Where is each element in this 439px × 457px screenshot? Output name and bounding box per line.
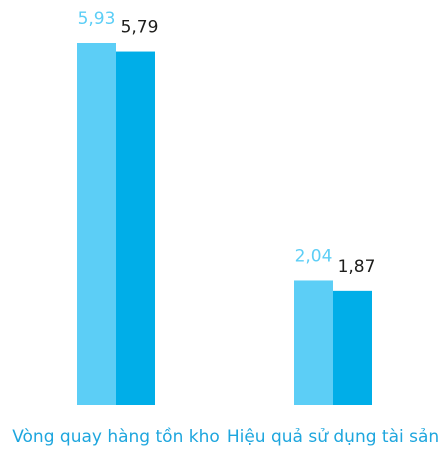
bar <box>116 51 155 405</box>
bar <box>333 290 372 405</box>
value-label: 1,87 <box>338 257 376 277</box>
bar <box>294 280 333 405</box>
value-label: 5,79 <box>121 18 159 38</box>
category-label: Hiệu quả sử dụng tài sản <box>227 427 439 447</box>
value-label: 5,93 <box>78 9 116 29</box>
category-label: Vòng quay hàng tồn kho <box>12 426 220 447</box>
bar <box>77 43 116 405</box>
value-label: 2,04 <box>295 246 333 266</box>
